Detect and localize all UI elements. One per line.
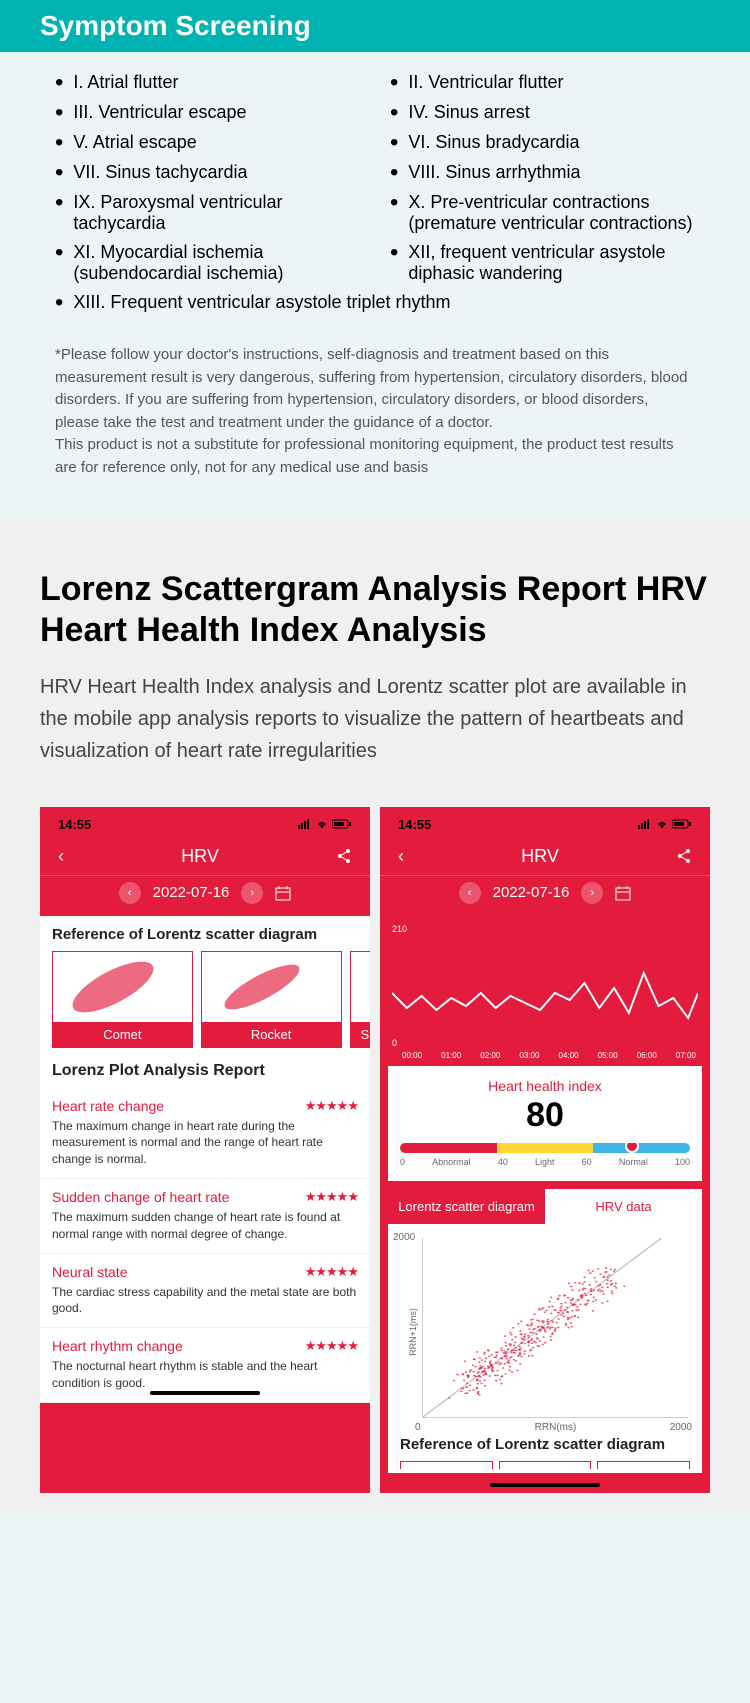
back-icon[interactable]: ‹ <box>398 846 404 867</box>
report-item-title: Heart rate change <box>52 1098 164 1114</box>
date-prev-icon[interactable]: ‹ <box>459 882 481 904</box>
home-indicator <box>490 1483 600 1487</box>
symptom-item: II. Ventricular flutter <box>390 72 695 94</box>
report-item-desc: The nocturnal heart rhythm is stable and… <box>52 1358 358 1392</box>
symptom-item: VI. Sinus bradycardia <box>390 132 695 154</box>
report-item-title: Neural state <box>52 1264 127 1280</box>
scatter-label: Rocket <box>202 1022 341 1047</box>
star-rating: ★★★★★ <box>305 1338 358 1354</box>
share-icon[interactable] <box>336 848 352 864</box>
scatter-label: Comet <box>53 1022 192 1047</box>
scatter-card[interactable]: Comet <box>52 951 193 1048</box>
calendar-icon[interactable] <box>615 885 631 901</box>
hhi-bar <box>400 1143 690 1153</box>
report-item-title: Heart rhythm change <box>52 1338 183 1354</box>
symptom-item: I. Atrial flutter <box>55 72 360 94</box>
home-indicator <box>150 1391 260 1395</box>
reference-title: Reference of Lorentz scatter diagram <box>40 916 370 951</box>
star-rating: ★★★★★ <box>305 1098 358 1114</box>
scatter-card[interactable]: Rocket <box>201 951 342 1048</box>
symptom-item: IV. Sinus arrest <box>390 102 695 124</box>
lorentz-scatter-plot: 2000 RRN+1(ms) 0 RRN(ms) 2000 <box>388 1224 702 1426</box>
scatter-card[interactable]: S <box>350 951 371 1048</box>
date-label: 2022-07-16 <box>493 884 570 901</box>
date-next-icon[interactable]: › <box>241 882 263 904</box>
share-icon[interactable] <box>676 848 692 864</box>
report-item: Sudden change of heart rate ★★★★★ The maxi… <box>40 1179 370 1254</box>
tab-scatter[interactable]: Lorentz scatter diagram <box>388 1189 545 1224</box>
date-label: 2022-07-16 <box>153 884 230 901</box>
symptom-item: XI. Myocardial ischemia (subendocardial … <box>55 242 360 284</box>
star-rating: ★★★★★ <box>305 1264 358 1280</box>
section-description: HRV Heart Health Index analysis and Lore… <box>40 671 710 767</box>
nav-title: HRV <box>521 846 559 867</box>
report-item: Heart rate change ★★★★★ The maximum change… <box>40 1088 370 1179</box>
line-chart: 210 0 00:0001:0002:0003:0004:0005:0006:0… <box>380 916 710 1066</box>
section-header: Symptom Screening <box>0 0 750 52</box>
report-item-desc: The maximum change in heart rate during … <box>52 1118 358 1168</box>
status-time: 14:55 <box>58 817 91 832</box>
symptom-item: VII. Sinus tachycardia <box>55 162 360 184</box>
report-item: Neural state ★★★★★ The cardiac stress capa… <box>40 1254 370 1329</box>
signal-icon <box>298 819 312 829</box>
symptom-item: V. Atrial escape <box>55 132 360 154</box>
symptom-item: VIII. Sinus arrhythmia <box>390 162 695 184</box>
report-item-title: Sudden change of heart rate <box>52 1189 229 1205</box>
battery-icon <box>332 819 352 829</box>
nav-title: HRV <box>181 846 219 867</box>
symptom-item: XIII. Frequent ventricular asystole trip… <box>55 292 695 314</box>
report-item-desc: The maximum sudden change of heart rate … <box>52 1209 358 1243</box>
hhi-label: Heart health index <box>400 1078 690 1094</box>
report-title: Lorenz Plot Analysis Report <box>40 1048 370 1088</box>
hhi-value: 80 <box>400 1096 690 1135</box>
heart-health-index: Heart health index 80 0Abnormal40Light60… <box>388 1066 702 1181</box>
calendar-icon[interactable] <box>275 885 291 901</box>
symptom-item: IX. Paroxysmal ventricular tachycardia <box>55 192 360 234</box>
disclaimer-text: *Please follow your doctor's instruction… <box>0 334 750 479</box>
section-title: Lorenz Scattergram Analysis Report HRV H… <box>40 569 710 651</box>
status-time: 14:55 <box>398 817 431 832</box>
star-rating: ★★★★★ <box>305 1189 358 1205</box>
symptom-list: I. Atrial flutter II. Ventricular flutte… <box>0 52 750 334</box>
tab-hrv-data[interactable]: HRV data <box>545 1189 702 1224</box>
date-prev-icon[interactable]: ‹ <box>119 882 141 904</box>
symptom-item: XII, frequent ventricular asystole dipha… <box>390 242 695 284</box>
status-icons <box>298 819 352 829</box>
scatter-label: S <box>351 1022 371 1047</box>
symptom-item: III. Ventricular escape <box>55 102 360 124</box>
date-next-icon[interactable]: › <box>581 882 603 904</box>
phone-screenshot-2: 14:55 ‹ HRV ‹ 2022-07-16 › <box>380 807 710 1493</box>
symptom-item: X. Pre-ventricular contractions (prematu… <box>390 192 695 234</box>
phone-screenshot-1: 14:55 ‹ HRV ‹ 2022-07-16 › <box>40 807 370 1493</box>
back-icon[interactable]: ‹ <box>58 846 64 867</box>
status-icons <box>638 819 692 829</box>
report-item-desc: The cardiac stress capability and the me… <box>52 1284 358 1318</box>
wifi-icon <box>315 819 329 829</box>
